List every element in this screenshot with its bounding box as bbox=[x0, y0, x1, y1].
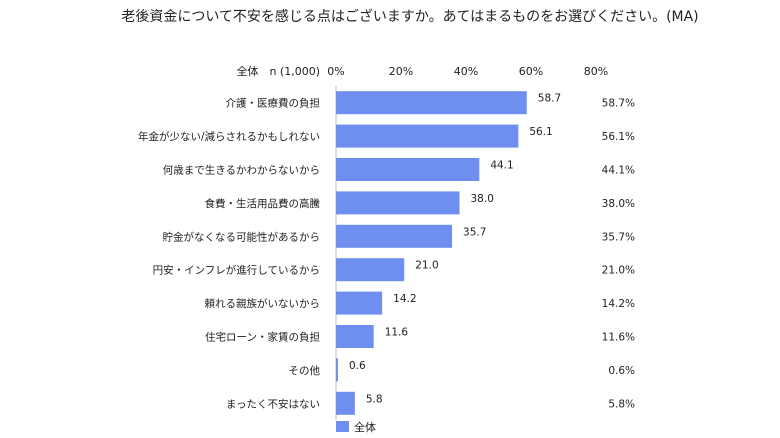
percent-label: 0.6% bbox=[608, 365, 635, 377]
category-label: 頼れる親族がいないから bbox=[205, 297, 321, 310]
bar bbox=[336, 291, 383, 315]
bar bbox=[336, 91, 527, 115]
bar-value-label: 56.1 bbox=[529, 126, 552, 138]
bar bbox=[336, 191, 460, 215]
bar bbox=[336, 158, 480, 181]
bar bbox=[336, 358, 338, 382]
category-label: 円安・インフレが進行しているから bbox=[153, 264, 320, 277]
bar-value-label: 5.8 bbox=[366, 393, 383, 405]
bars: 介護・医療費の負担 58.7 58.7% 年金が少ない/減らされるかもしれない 56.1… bbox=[138, 91, 635, 415]
bar-value-label: 58.7 bbox=[538, 93, 561, 105]
bar bbox=[336, 325, 374, 348]
category-label: まったく不安はない bbox=[226, 397, 320, 410]
bar-value-label: 38.0 bbox=[471, 193, 494, 205]
category-label: その他 bbox=[289, 364, 321, 377]
bar bbox=[336, 124, 519, 148]
category-label: 介護・医療費の負担 bbox=[226, 97, 321, 110]
category-label: 住宅ローン・家賃の負担 bbox=[205, 331, 320, 344]
bar-value-label: 21.0 bbox=[415, 260, 438, 272]
category-label: 食費・生活用品費の高騰 bbox=[205, 197, 321, 210]
x-tick-label: 40% bbox=[454, 65, 478, 78]
bar bbox=[336, 224, 453, 248]
chart-title: 老後資金について不安を感じる点はございますか。あてはまるものをお選びください。(… bbox=[121, 8, 698, 25]
x-tick-label: 20% bbox=[389, 65, 413, 78]
percent-label: 5.8% bbox=[608, 398, 635, 410]
percent-label: 56.1% bbox=[602, 131, 635, 143]
percent-label: 11.6% bbox=[602, 332, 635, 344]
legend-label: 全体 bbox=[354, 420, 376, 434]
bar-value-label: 44.1 bbox=[490, 160, 513, 172]
bar-value-label: 14.2 bbox=[393, 293, 416, 305]
bar bbox=[336, 391, 355, 415]
percent-label: 44.1% bbox=[602, 165, 635, 177]
percent-label: 35.7% bbox=[602, 231, 635, 243]
bar-value-label: 11.6 bbox=[385, 327, 409, 339]
percent-label: 38.0% bbox=[602, 198, 635, 210]
bar bbox=[336, 258, 405, 282]
category-label: 何歳まで生きるかわからないから bbox=[163, 164, 320, 177]
percent-label: 14.2% bbox=[602, 298, 635, 310]
percent-label: 21.0% bbox=[602, 265, 635, 277]
legend: 全体 bbox=[336, 420, 376, 434]
legend-swatch bbox=[336, 421, 349, 432]
bar-value-label: 35.7 bbox=[463, 226, 486, 238]
bar-value-label: 0.6 bbox=[349, 360, 366, 372]
x-tick-label: 60% bbox=[519, 65, 543, 78]
category-label: 年金が少ない/減らされるかもしれない bbox=[138, 130, 320, 143]
x-axis-ticks: 0% 20% 40% 60% 80% bbox=[327, 65, 608, 78]
x-tick-label: 80% bbox=[584, 65, 608, 78]
percent-label: 58.7% bbox=[602, 98, 635, 110]
sample-size-label: 全体 n (1,000) bbox=[236, 64, 320, 78]
x-tick-label: 0% bbox=[327, 65, 344, 78]
category-label: 貯金がなくなる可能性があるから bbox=[163, 230, 321, 243]
